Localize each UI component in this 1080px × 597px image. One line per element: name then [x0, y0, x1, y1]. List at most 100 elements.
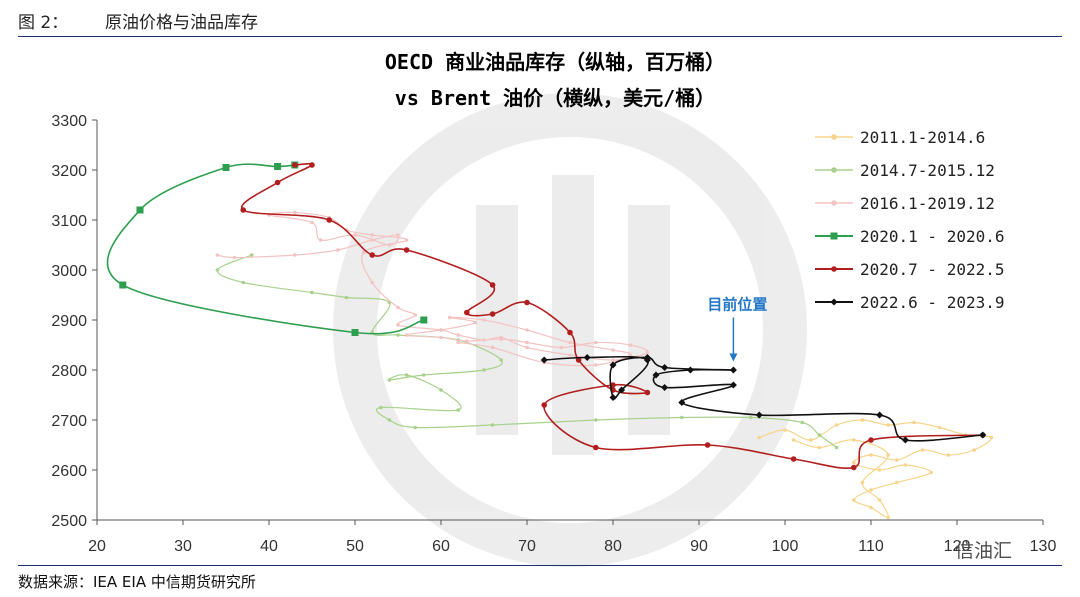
- data-point: [895, 480, 899, 485]
- data-point: [628, 353, 632, 357]
- data-point: [336, 248, 340, 252]
- data-point: [644, 389, 651, 396]
- legend-item: 2020.7 - 2022.5: [815, 260, 1005, 279]
- data-point: [274, 163, 282, 170]
- legend-label: 2016.1-2019.12: [860, 194, 995, 213]
- series-6: [540, 354, 987, 444]
- data-point: [439, 388, 443, 392]
- y-tick-label: 2500: [51, 513, 87, 530]
- data-point: [420, 316, 428, 324]
- data-point: [568, 340, 572, 345]
- data-point: [868, 437, 874, 443]
- series-line: [240, 162, 984, 470]
- data-point: [680, 415, 684, 420]
- data-point: [946, 453, 951, 457]
- data-point: [852, 438, 856, 442]
- data-point: [447, 315, 452, 320]
- annotation-label: 目前位置: [707, 296, 767, 314]
- x-tick-label: 30: [174, 538, 192, 555]
- data-point: [465, 339, 469, 343]
- data-point: [413, 425, 418, 430]
- data-point: [404, 333, 409, 337]
- data-point: [413, 313, 418, 317]
- annotation-arrow-head: [729, 353, 738, 362]
- data-point: [645, 350, 650, 355]
- data-point: [938, 425, 942, 430]
- data-point: [396, 323, 400, 327]
- legend-item: 2022.6 - 2023.9: [815, 293, 1005, 312]
- data-point: [490, 423, 495, 427]
- data-point: [860, 480, 865, 485]
- data-point: [309, 162, 315, 168]
- data-point: [610, 382, 616, 388]
- data-point: [834, 423, 839, 427]
- data-point: [831, 200, 837, 206]
- data-point: [661, 384, 669, 391]
- data-point: [540, 356, 548, 364]
- data-point: [790, 456, 797, 462]
- data-point: [869, 488, 873, 492]
- data-point: [379, 405, 383, 410]
- x-tick-label: 130: [1030, 538, 1057, 555]
- x-tick-label: 120: [944, 538, 971, 555]
- figure-title: 原油价格与油品库存: [105, 13, 258, 33]
- data-point: [490, 345, 495, 350]
- bottom-rule: [18, 565, 1062, 566]
- data-point: [877, 498, 882, 502]
- data-point: [593, 444, 599, 451]
- x-tick-label: 50: [346, 538, 364, 555]
- data-point: [482, 338, 486, 342]
- data-point: [541, 402, 547, 408]
- top-rule: [18, 36, 1062, 37]
- data-point: [293, 210, 297, 215]
- data-point: [886, 453, 890, 457]
- data-point: [403, 247, 410, 253]
- data-point: [439, 328, 443, 332]
- data-point: [396, 305, 400, 310]
- data-point: [241, 280, 245, 285]
- data-point: [404, 373, 409, 377]
- data-point: [482, 368, 486, 372]
- y-tick-label: 2800: [51, 363, 87, 380]
- data-point: [901, 436, 909, 444]
- x-tick-label: 100: [772, 538, 799, 555]
- data-point: [489, 311, 496, 317]
- data-point: [387, 378, 392, 382]
- legend-label: 2011.1-2014.6: [860, 128, 985, 147]
- data-point: [575, 357, 582, 363]
- y-tick-label: 2900: [51, 313, 87, 330]
- data-point: [989, 435, 994, 440]
- data-point: [369, 252, 376, 258]
- data-point: [119, 281, 127, 289]
- data-point: [783, 428, 787, 432]
- x-tick-label: 80: [604, 538, 622, 555]
- data-point: [370, 238, 375, 242]
- data-point: [876, 411, 884, 419]
- data-point: [852, 498, 856, 502]
- data-point: [920, 448, 925, 452]
- data-point: [979, 431, 987, 439]
- data-point: [594, 418, 598, 422]
- data-point: [594, 340, 598, 345]
- data-point: [499, 358, 504, 362]
- data-point: [326, 217, 333, 223]
- figure-header: 图 2： 原油价格与油品库存: [0, 0, 1080, 38]
- data-point: [482, 318, 486, 322]
- axes: 2500 2600 2700 2800 2900 3000 3100 3200 3300 20 30…: [51, 113, 1056, 555]
- data-point: [456, 333, 461, 337]
- data-point: [136, 206, 144, 214]
- data-point: [387, 243, 392, 247]
- data-point: [499, 337, 504, 341]
- series-line: [106, 163, 425, 335]
- y-tick-label: 3300: [51, 113, 87, 130]
- legend-item: 2011.1-2014.6: [815, 128, 985, 147]
- data-point: [748, 415, 753, 420]
- data-point: [755, 411, 763, 419]
- data-point: [611, 348, 615, 352]
- data-point: [729, 366, 737, 374]
- data-point: [831, 167, 837, 173]
- legend-item: 2020.1 - 2020.6: [815, 227, 1005, 246]
- x-tick-label: 20: [88, 538, 106, 555]
- data-point: [559, 345, 564, 350]
